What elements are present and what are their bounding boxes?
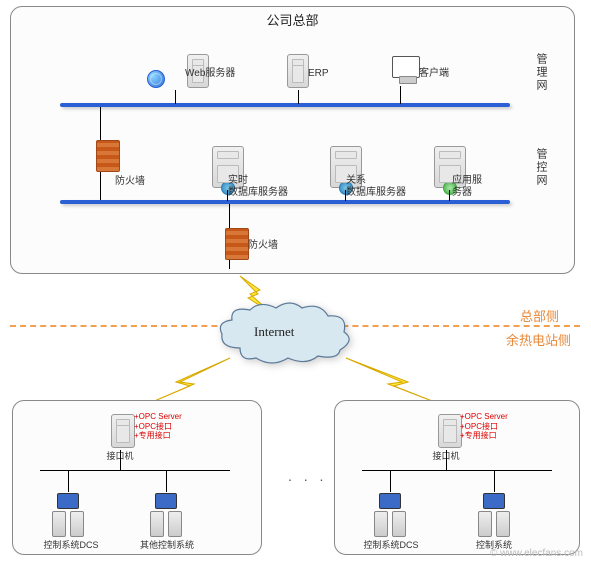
client-drop: [400, 86, 401, 104]
hq-side-label: 总部侧: [520, 306, 559, 325]
web-server-drop: [175, 90, 176, 104]
firewall1-icon: [88, 140, 128, 172]
site-right-dcs-label: 控制系统DCS: [356, 540, 426, 551]
plant-side-label: 余热电站侧: [506, 330, 571, 349]
rt-db-server-label: 实时 数据库服务器: [228, 175, 298, 199]
erp-label: ERP: [308, 68, 338, 80]
ellipsis-icon: . . .: [288, 468, 327, 484]
management-network-bar: [60, 103, 510, 107]
site-left-dcs-label: 控制系统DCS: [36, 540, 106, 551]
client-pc-label: 客户端: [419, 68, 459, 80]
site-left-drop2: [166, 470, 167, 492]
erp-drop: [298, 90, 299, 104]
site-right-opc-text: +OPC Server +OPC接口 +专用接口: [460, 412, 508, 440]
hq-title: 公司总部: [10, 10, 575, 29]
site-left-opc-label: +OPC Server +OPC接口 +专用接口: [134, 412, 204, 441]
firewall2-label: 防火墙: [248, 240, 288, 252]
site-left-opc-text: +OPC Server +OPC接口 +专用接口: [134, 412, 182, 440]
app-server-text: 应用服 务器: [452, 175, 482, 198]
app-server-label: 应用服 务器: [452, 175, 502, 199]
site-right-opc-label: +OPC Server +OPC接口 +专用接口: [460, 412, 530, 441]
network-diagram: 公司总部 管理网 Web服务器 ERP 客户端 防火墙 管控网 实时 数据库服务…: [0, 0, 591, 569]
site-left-dcs-icon: [46, 493, 90, 537]
control-network-label: 管控网: [533, 148, 549, 187]
web-server-label: Web服务器: [185, 68, 245, 80]
watermark-text: © www.elecfans.com: [490, 548, 583, 559]
site-left-other-label: 其他控制系统: [132, 540, 202, 551]
site-right-vline: [446, 450, 447, 470]
site-left-other-icon: [144, 493, 188, 537]
site-left-drop1: [68, 470, 69, 492]
rel-db-server-text: 关系 数据库服务器: [346, 175, 406, 198]
rel-db-drop: [345, 190, 346, 201]
internet-label: Internet: [254, 324, 294, 340]
rt-db-server-text: 实时 数据库服务器: [228, 175, 288, 198]
site-right-dcs-icon: [368, 493, 412, 537]
site-right-ctrl-icon: [472, 493, 516, 537]
rel-db-server-label: 关系 数据库服务器: [346, 175, 416, 199]
site-right-drop2: [494, 470, 495, 492]
firewall1-label: 防火墙: [115, 176, 155, 188]
control-network-bar: [60, 200, 510, 204]
app-server-drop: [449, 190, 450, 201]
management-network-label: 管理网: [533, 53, 549, 92]
rt-db-drop: [227, 190, 228, 201]
site-left-vline: [120, 450, 121, 470]
site-right-drop1: [390, 470, 391, 492]
